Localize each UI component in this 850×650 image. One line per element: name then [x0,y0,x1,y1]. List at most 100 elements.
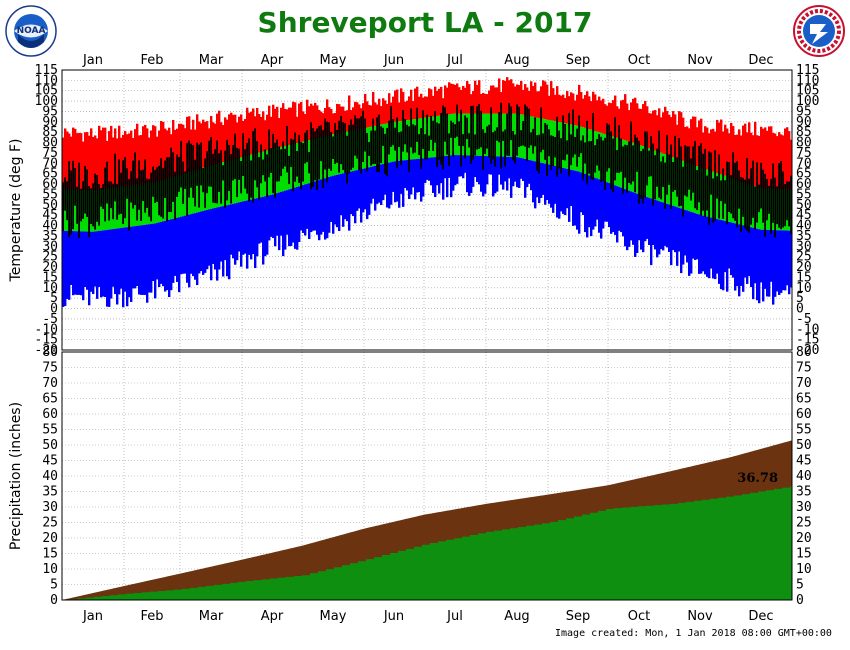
record-low-bar [712,218,715,279]
observed-temp-bar [222,165,224,181]
record-high-bar [382,98,385,125]
month-label-bottom: Jun [383,609,404,624]
record-high-bar [276,106,279,148]
record-low-bar [572,170,575,226]
observed-temp-bar [432,120,434,151]
month-label-top: Apr [261,53,284,68]
observed-temp-bar [572,109,574,158]
observed-temp-bar [134,152,136,206]
record-high-bar [370,105,373,127]
observed-temp-bar [174,171,176,220]
observed-temp-bar [524,104,526,147]
record-high-bar [724,124,727,176]
observed-temp-bar [744,179,746,229]
record-low-bar [680,208,683,274]
observed-temp-bar [622,146,624,194]
record-low-bar [350,171,353,215]
record-low-bar [424,158,427,183]
record-low-bar [530,160,533,191]
record-low-bar [456,155,459,184]
record-high-bar [490,85,493,114]
observed-temp-bar [218,153,220,192]
record-low-bar [786,230,789,286]
observed-temp-bar [672,162,674,192]
observed-temp-bar [196,142,198,186]
observed-temp-bar [214,149,216,204]
record-low-bar [714,218,717,280]
record-low-bar [252,199,255,255]
record-high-bar [266,114,269,151]
record-low-bar [766,229,769,297]
record-high-bar [758,135,761,188]
record-low-bar [260,197,263,243]
record-low-bar [162,221,165,287]
temperature-tick-label-left: 100 [35,94,58,109]
observed-temp-bar [324,118,326,170]
record-low-bar [428,157,431,181]
record-low-bar [306,183,309,229]
observed-temp-bar [320,125,322,162]
record-low-bar [522,158,525,182]
observed-temp-bar [512,130,514,161]
record-low-bar [138,225,141,295]
month-label-bottom: Oct [628,609,650,624]
normal-range-bar [190,171,193,215]
record-low-bar [340,173,343,216]
record-high-bar [544,81,547,120]
record-high-bar [240,114,243,158]
observed-temp-bar [690,158,692,201]
record-high-bar [726,128,729,177]
record-high-bar [416,86,419,119]
record-low-bar [664,203,667,246]
observed-temp-bar [280,149,282,177]
record-high-bar [94,135,97,191]
temperature-tick-label-left: 110 [35,73,58,88]
record-low-bar [678,207,681,252]
record-low-bar [96,231,99,299]
record-high-bar [84,132,87,191]
normal-range-bar [164,179,167,221]
observed-temp-bar [548,129,550,157]
observed-temp-bar [296,150,298,177]
observed-temp-bar [636,137,638,172]
month-label-bottom: Apr [261,609,284,624]
record-low-bar [232,203,235,259]
record-high-bar [174,129,177,177]
temperature-tick-label-left: 90 [42,115,58,130]
record-low-bar [538,162,541,204]
record-high-bar [570,92,573,125]
record-high-bar [718,122,721,174]
record-low-bar [298,186,301,243]
record-low-bar [626,189,629,251]
record-high-bar [430,89,433,117]
observed-temp-bar [114,153,116,202]
observed-temp-bar [292,139,294,192]
temperature-tick-label-left: 75 [42,146,58,161]
record-high-bar [596,100,599,132]
observed-temp-bar [300,142,302,190]
record-low-bar [302,185,305,233]
observed-temp-bar [294,132,296,182]
observed-temp-bar [564,123,566,161]
observed-temp-bar [162,167,164,219]
observed-temp-bar [314,131,316,181]
record-low-bar [746,226,749,284]
record-high-bar [530,81,533,117]
record-low-bar [262,196,265,265]
record-high-bar [78,132,81,190]
record-high-bar [468,84,471,114]
temperature-tick-label-right: 115 [796,63,819,78]
record-low-bar [480,155,483,192]
observed-temp-bar [486,126,488,149]
record-high-bar [396,89,399,122]
temperature-tick-label-right: 60 [796,177,812,192]
svg-text:NOAA: NOAA [17,26,46,36]
observed-temp-bar [708,151,710,226]
record-low-bar [506,156,509,191]
record-low-bar [558,166,561,219]
record-high-bar [258,114,261,153]
record-high-bar [506,77,509,114]
record-low-bar [188,214,191,288]
